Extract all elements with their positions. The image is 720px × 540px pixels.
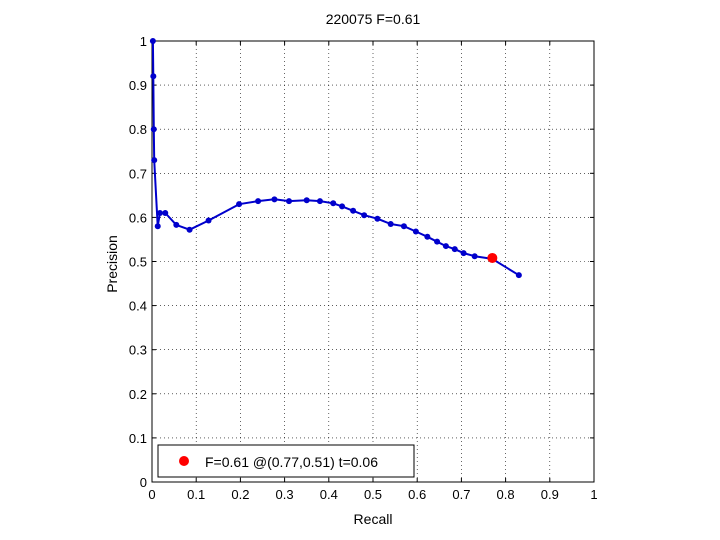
pr-curve-point xyxy=(149,38,156,44)
y-tick-label: 0.5 xyxy=(129,255,147,270)
y-tick-label: 0.7 xyxy=(129,166,147,181)
pr-curve-point xyxy=(151,157,158,164)
pr-curve-point xyxy=(451,246,458,253)
pr-curve-point xyxy=(150,73,157,80)
x-tick-label: 0.9 xyxy=(541,487,559,502)
x-tick-label: 0.8 xyxy=(497,487,515,502)
axis-ticks: 0 0.1 0.2 0.3 0.4 0.5 0.6 0.7 0.8 0.9 1 0 0.1 0.2 0.3 0… xyxy=(129,34,598,502)
x-tick-label: 0.3 xyxy=(276,487,294,502)
y-tick-label: 0.8 xyxy=(129,122,147,137)
pr-curve-point xyxy=(374,215,381,222)
pr-curve-point xyxy=(271,196,278,203)
chart-title: 220075 F=0.61 xyxy=(326,11,421,27)
x-axis-label: Recall xyxy=(354,511,393,527)
pr-curve-point xyxy=(387,221,394,228)
pr-curve-point xyxy=(316,198,323,205)
y-tick-label: 0.4 xyxy=(129,299,147,314)
pr-curve-point xyxy=(361,212,368,219)
legend-frame xyxy=(157,444,415,478)
x-tick-label: 0.4 xyxy=(320,487,338,502)
pr-curve-point xyxy=(424,233,431,240)
pr-curve-point xyxy=(205,217,212,224)
pr-curve-point xyxy=(412,228,419,235)
y-tick-label: 0.2 xyxy=(129,387,147,402)
pr-curve-point xyxy=(186,226,193,233)
pr-curve-point xyxy=(339,203,346,210)
pr-curve-point xyxy=(236,201,243,208)
pr-curve-point xyxy=(515,272,522,279)
pr-curve-point xyxy=(286,198,293,205)
pr-curve-point xyxy=(255,198,262,205)
x-tick-label: 0.7 xyxy=(452,487,470,502)
y-tick-label: 0.6 xyxy=(129,210,147,225)
y-axis-label: Precision xyxy=(104,235,120,293)
best-f-point xyxy=(487,252,498,263)
y-tick-label: 0.3 xyxy=(129,343,147,358)
x-tick-label: 0 xyxy=(148,487,155,502)
y-tick-label: 0.1 xyxy=(129,431,147,446)
x-tick-label: 0.6 xyxy=(408,487,426,502)
y-tick-label: 0 xyxy=(140,475,147,490)
pr-curve-point xyxy=(173,221,180,228)
pr-curve-point xyxy=(460,250,467,257)
pr-curve-point xyxy=(442,243,449,250)
pr-curve-point xyxy=(150,126,157,133)
y-tick-label: 1 xyxy=(140,34,147,49)
pr-curve-point xyxy=(350,207,357,214)
pr-curve-point xyxy=(156,209,163,216)
x-tick-label: 1 xyxy=(590,487,597,502)
legend-label: F=0.61 @(0.77,0.51) t=0.06 xyxy=(205,454,378,470)
pr-curve-point xyxy=(400,223,407,230)
pr-curve-point xyxy=(162,209,169,216)
highlight-layer xyxy=(487,252,498,263)
y-tick-label: 0.9 xyxy=(129,78,147,93)
x-tick-label: 0.1 xyxy=(187,487,205,502)
pr-curve-point xyxy=(330,200,337,207)
legend-marker xyxy=(179,456,189,466)
pr-curve-point xyxy=(471,253,478,260)
pr-curve-point xyxy=(154,223,161,230)
x-tick-label: 0.5 xyxy=(364,487,382,502)
legend-box: F=0.61 @(0.77,0.51) t=0.06 xyxy=(157,444,415,478)
x-tick-label: 0.2 xyxy=(231,487,249,502)
grid-lines xyxy=(152,41,594,482)
pr-curve-point xyxy=(434,238,441,245)
pr-curve-point xyxy=(303,197,310,204)
